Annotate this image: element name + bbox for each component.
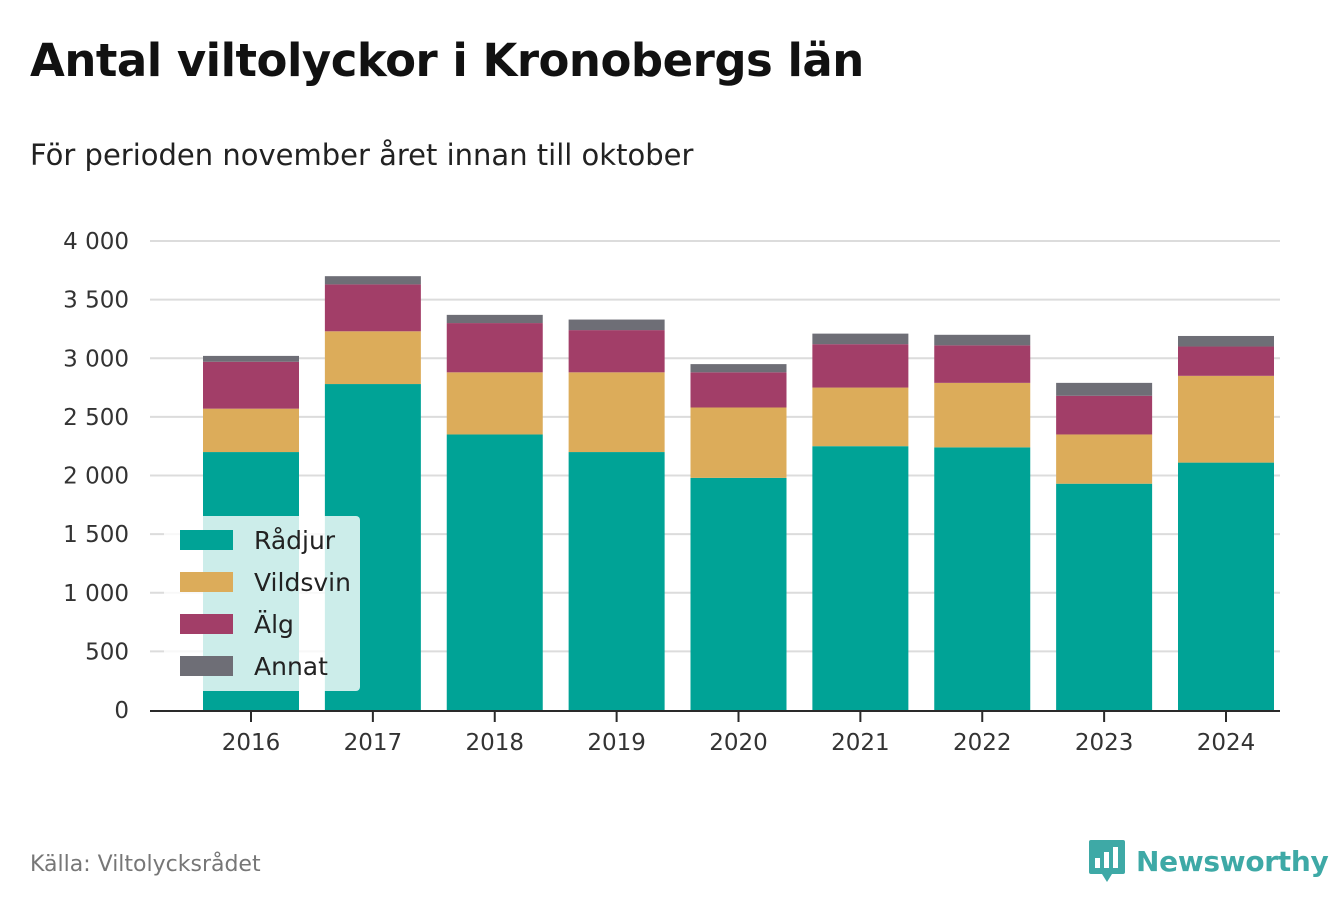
bar-segment-2023-rådjur (1056, 483, 1153, 710)
bar-segment-2021-rådjur (812, 446, 909, 710)
legend-label: Älg (254, 610, 294, 639)
bar-segment-2016-vildsvin (203, 408, 299, 453)
bar-segment-2022-vildsvin (934, 382, 1031, 448)
bar-segment-2022-annat (934, 334, 1031, 346)
bar-segment-2020-rådjur (690, 477, 787, 710)
bar-segment-2018-älg (446, 323, 543, 373)
bar-segment-2024-rådjur (1178, 462, 1274, 710)
x-axis-ticks: 2016 2017 2018 2019 2020 2021 2022 2023 2024 (222, 711, 1256, 756)
y-axis-ticks: 0 500 1 000 1 500 2 000 2 500 3 000 3 500 4 000 (63, 229, 129, 724)
bar-segment-2023-annat (1056, 382, 1153, 396)
bar-segment-2024-älg (1178, 346, 1274, 376)
bars (203, 276, 1274, 710)
y-tick-label: 1 000 (63, 581, 129, 607)
y-tick-label: 3 500 (63, 288, 129, 314)
y-tick-label: 2 000 (63, 464, 129, 490)
x-tick-label: 2021 (831, 730, 890, 756)
source-note: Källa: Viltolycksrådet (30, 852, 261, 877)
bar-segment-2017-vildsvin (324, 331, 421, 385)
bar-segment-2017-älg (324, 284, 421, 332)
bar-segment-2020-älg (690, 372, 787, 408)
y-tick-label: 0 (114, 698, 129, 724)
bar-segment-2021-annat (812, 333, 909, 345)
bar-segment-2024-vildsvin (1178, 375, 1274, 463)
bar-segment-2023-älg (1056, 395, 1153, 435)
legend-swatch-vildsvin (180, 572, 233, 592)
x-tick-label: 2016 (222, 730, 281, 756)
brand-name: Newsworthy (1136, 844, 1329, 878)
x-tick-label: 2024 (1197, 730, 1256, 756)
bar-segment-2021-vildsvin (812, 387, 909, 447)
x-tick-label: 2017 (344, 730, 403, 756)
bar-segment-2024-annat (1178, 335, 1274, 347)
legend-label: Annat (254, 652, 328, 681)
chart-subtitle: För perioden november året innan till ok… (30, 138, 694, 172)
legend-swatch-annat (180, 656, 233, 676)
legend-label: Vildsvin (254, 568, 351, 597)
bar-segment-2021-älg (812, 344, 909, 388)
bar-segment-2018-vildsvin (446, 372, 543, 435)
legend: Rådjur Vildsvin Älg Annat (164, 516, 360, 691)
legend-swatch-älg (180, 614, 233, 634)
bar-segment-2019-annat (568, 319, 665, 331)
y-tick-label: 3 000 (63, 346, 129, 372)
chart-title: Antal viltolyckor i Kronobergs län (30, 34, 864, 87)
bar-segment-2020-vildsvin (690, 407, 787, 478)
bar-segment-2023-vildsvin (1056, 434, 1153, 484)
bar-segment-2019-rådjur (568, 452, 665, 710)
legend-swatch-rådjur (180, 530, 233, 550)
bar-segment-2020-annat (690, 364, 787, 373)
y-tick-label: 2 500 (63, 405, 129, 431)
bar-segment-2019-älg (568, 330, 665, 373)
bar-segment-2017-annat (324, 276, 421, 285)
bar-segment-2019-vildsvin (568, 372, 665, 453)
legend-box (164, 516, 360, 691)
bar-segment-2016-annat (203, 355, 299, 362)
x-tick-label: 2018 (465, 730, 524, 756)
x-tick-label: 2019 (587, 730, 646, 756)
y-tick-label: 500 (85, 639, 129, 665)
x-tick-label: 2023 (1075, 730, 1134, 756)
x-tick-label: 2022 (953, 730, 1012, 756)
bar-segment-2022-rådjur (934, 447, 1031, 710)
x-tick-label: 2020 (709, 730, 768, 756)
bar-segment-2016-älg (203, 361, 299, 409)
legend-label: Rådjur (254, 526, 336, 555)
bar-segment-2022-älg (934, 345, 1031, 383)
y-tick-label: 1 500 (63, 522, 129, 548)
bar-segment-2018-annat (446, 314, 543, 324)
brand-logo: Newsworthy (1088, 838, 1329, 884)
y-tick-label: 4 000 (63, 229, 129, 255)
bar-segment-2018-rådjur (446, 434, 543, 710)
newsworthy-logo-icon (1089, 840, 1125, 882)
